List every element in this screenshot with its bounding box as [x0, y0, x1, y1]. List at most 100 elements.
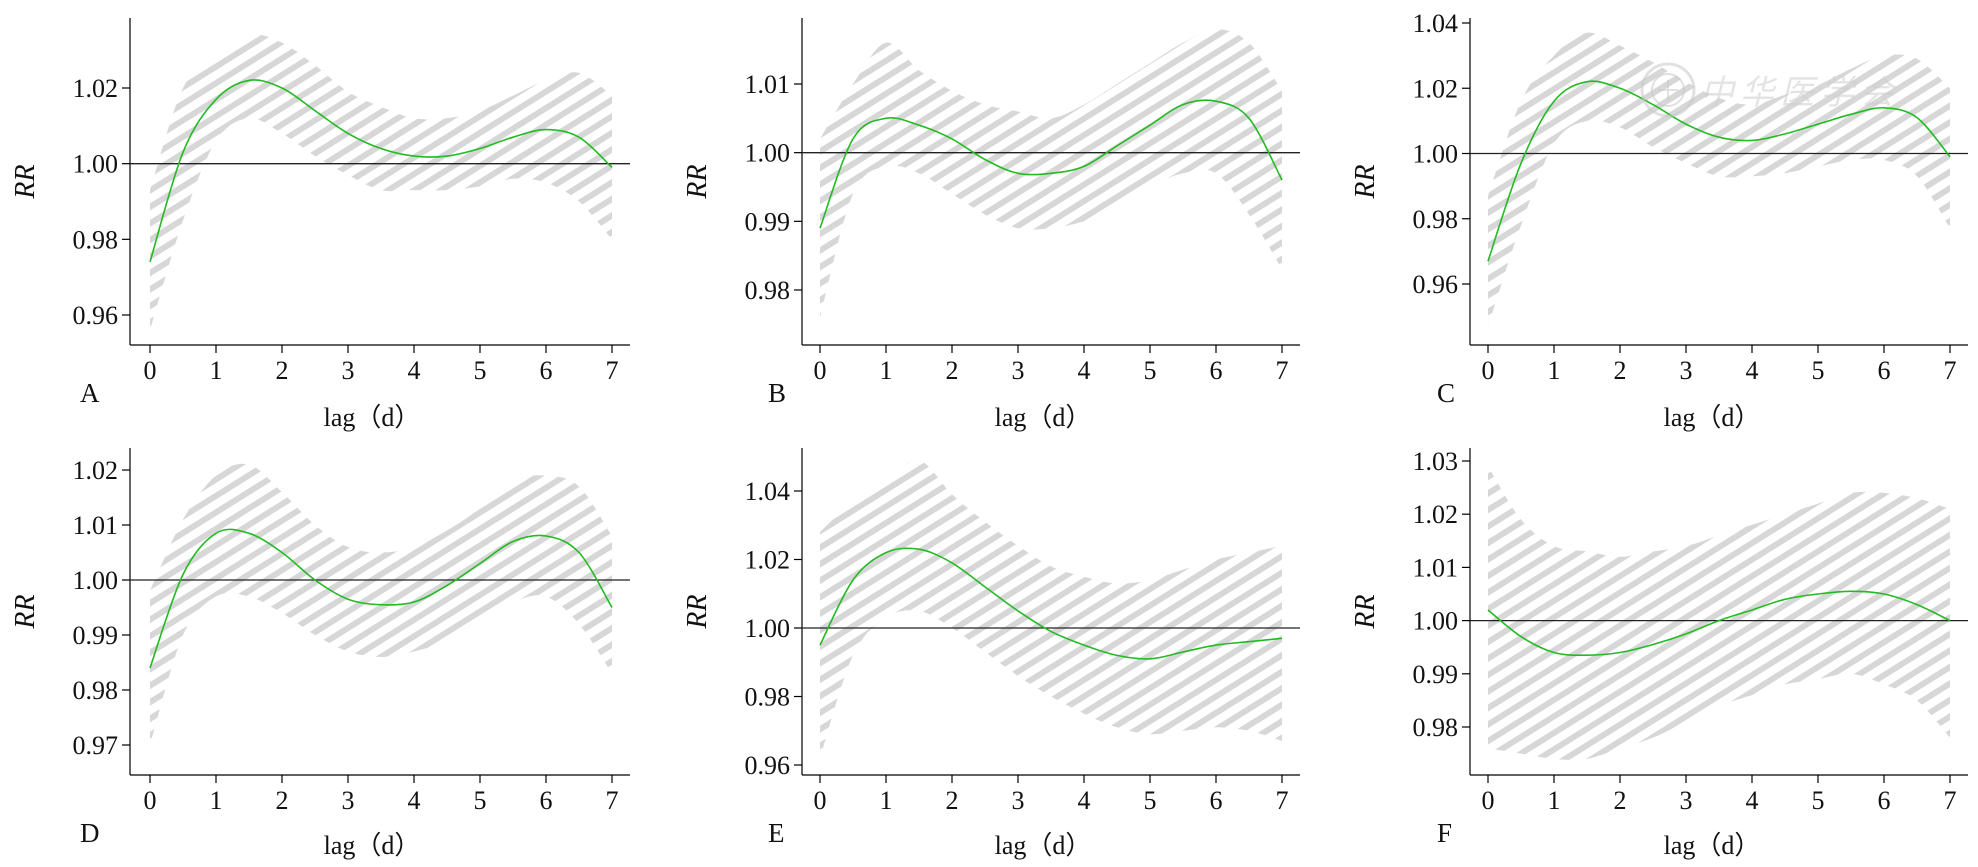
- x-axis-label: lag（d）: [324, 403, 421, 432]
- chart-panel-c: 0.96 0.98 1.00 1.02 1.04 0 1 2 3 4 5 6 7 RR lag（d） C: [1350, 9, 1968, 432]
- y-tick-label: 1.02: [1413, 500, 1459, 529]
- y-tick-label: 0.98: [1413, 713, 1459, 742]
- y-tick-label: 0.98: [1413, 205, 1459, 234]
- rr-curve: [819, 547, 1283, 660]
- x-tick-label: 1: [1548, 786, 1561, 815]
- y-tick-label: 1.00: [73, 566, 119, 595]
- y-tick-label: 0.96: [73, 301, 119, 330]
- x-tick-label: 4: [1078, 356, 1091, 385]
- y-tick-label: 1.04: [745, 477, 791, 506]
- y-tick-label: 0.98: [745, 276, 791, 305]
- y-tick-label: 1.01: [73, 511, 119, 540]
- rr-curve: [149, 528, 613, 669]
- x-tick-label: 7: [1944, 786, 1957, 815]
- y-tick-label: 1.00: [1413, 607, 1459, 636]
- x-tick-label: 0: [144, 786, 157, 815]
- panel-label: C: [1437, 378, 1455, 408]
- y-axis-label: RR: [682, 164, 713, 199]
- x-tick-label: 7: [1276, 356, 1289, 385]
- rr-curve: [1487, 590, 1951, 657]
- x-tick-label: 7: [606, 356, 619, 385]
- x-tick-label: 2: [276, 356, 289, 385]
- y-tick-label: 0.98: [73, 676, 119, 705]
- x-tick-label: 3: [1012, 786, 1025, 815]
- y-tick-label: 1.02: [73, 74, 119, 103]
- y-tick-label: 0.99: [73, 621, 119, 650]
- y-tick-label: 0.99: [745, 207, 791, 236]
- y-tick-label: 1.00: [73, 150, 119, 179]
- x-tick-label: 0: [814, 786, 827, 815]
- y-tick-label: 0.96: [1413, 270, 1459, 299]
- y-tick-label: 0.98: [73, 225, 119, 254]
- y-tick-label: 0.97: [73, 731, 119, 760]
- chart-panel-e: 0.96 0.98 1.00 1.02 1.04 0 1 2 3 4 5 6 7 RR lag（d） E: [682, 448, 1300, 860]
- x-tick-label: 0: [814, 356, 827, 385]
- x-tick-label: 5: [1144, 356, 1157, 385]
- x-tick-label: 3: [1012, 356, 1025, 385]
- x-tick-label: 0: [1482, 786, 1495, 815]
- x-tick-label: 4: [408, 356, 421, 385]
- society-seal-icon: [1640, 62, 1696, 118]
- chart-panel-a: 0.96 0.98 1.00 1.02 0 1 2 3 4 5 6 7 RR lag（d） A: [10, 18, 630, 432]
- x-tick-label: 5: [474, 356, 487, 385]
- x-tick-label: 2: [1614, 786, 1627, 815]
- y-tick-label: 1.00: [1413, 140, 1459, 169]
- x-tick-label: 6: [1878, 356, 1891, 385]
- panel-label: A: [80, 378, 100, 408]
- x-tick-label: 6: [1210, 356, 1223, 385]
- x-tick-label: 4: [1746, 786, 1759, 815]
- y-axis-label: RR: [10, 594, 41, 629]
- y-tick-label: 1.02: [745, 546, 791, 575]
- y-axis-label: RR: [10, 164, 41, 199]
- y-axis-label: RR: [1350, 594, 1381, 629]
- y-tick-label: 1.00: [745, 614, 791, 643]
- x-tick-label: 6: [540, 786, 553, 815]
- x-axis-label: lag（d）: [1664, 403, 1761, 432]
- chart-panel-b: 0.98 0.99 1.00 1.01 0 1 2 3 4 5 6 7 RR lag（d） B: [682, 18, 1300, 432]
- x-tick-label: 4: [408, 786, 421, 815]
- x-tick-label: 1: [1548, 356, 1561, 385]
- y-tick-label: 1.01: [1413, 553, 1459, 582]
- confidence-band: [150, 34, 612, 331]
- y-tick-label: 0.99: [1413, 660, 1459, 689]
- x-axis-label: lag（d）: [995, 403, 1092, 432]
- x-tick-label: 5: [1812, 786, 1825, 815]
- x-tick-label: 3: [1680, 356, 1693, 385]
- x-tick-label: 1: [210, 786, 223, 815]
- confidence-band: [820, 459, 1282, 759]
- y-tick-label: 0.98: [745, 683, 791, 712]
- x-tick-label: 6: [1878, 786, 1891, 815]
- x-tick-label: 1: [210, 356, 223, 385]
- y-tick-label: 1.00: [745, 139, 791, 168]
- x-tick-label: 1: [880, 356, 893, 385]
- confidence-band: [1488, 32, 1950, 327]
- x-tick-label: 2: [946, 356, 959, 385]
- watermark-text: 中华医学会: [1700, 73, 1900, 113]
- confidence-band: [1488, 466, 1950, 760]
- rr-curve: [819, 99, 1283, 229]
- x-tick-label: 5: [474, 786, 487, 815]
- x-tick-label: 5: [1812, 356, 1825, 385]
- x-tick-label: 2: [946, 786, 959, 815]
- x-tick-label: 0: [1482, 356, 1495, 385]
- chart-panel-f: 0.98 0.99 1.00 1.01 1.02 1.03 0 1 2 3 4 5 6 7 RR lag（d）…: [1350, 447, 1968, 860]
- x-axis-label: lag（d）: [995, 831, 1092, 860]
- x-tick-label: 0: [144, 356, 157, 385]
- panel-label: E: [768, 818, 785, 848]
- x-axis-label: lag（d）: [324, 831, 421, 860]
- x-tick-label: 4: [1746, 356, 1759, 385]
- y-tick-label: 1.02: [73, 456, 119, 485]
- x-tick-label: 6: [540, 356, 553, 385]
- panel-label: F: [1437, 818, 1452, 848]
- rr-curve: [149, 79, 613, 263]
- panel-label: D: [80, 818, 100, 848]
- x-tick-label: 1: [880, 786, 893, 815]
- watermark: 中华医学会: [1640, 62, 1900, 118]
- x-tick-label: 3: [342, 786, 355, 815]
- y-axis-label: RR: [1350, 164, 1381, 199]
- x-tick-label: 7: [606, 786, 619, 815]
- y-tick-label: 0.96: [745, 751, 791, 780]
- panel-label: B: [768, 378, 786, 408]
- x-tick-label: 3: [342, 356, 355, 385]
- x-tick-label: 3: [1680, 786, 1693, 815]
